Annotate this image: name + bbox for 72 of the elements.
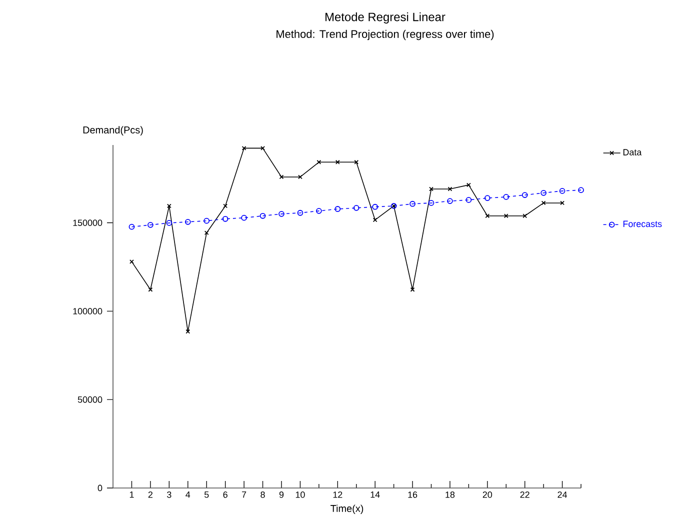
point (334, 206, 341, 212)
point (429, 186, 434, 192)
y-tick-label: 0 (98, 484, 102, 492)
point (354, 160, 359, 164)
point (503, 194, 510, 200)
x-tick-label: 9 (279, 492, 284, 498)
point (504, 214, 508, 218)
point (316, 160, 322, 164)
point (297, 210, 304, 216)
point (522, 214, 528, 218)
x-tick-label: 10 (296, 492, 305, 498)
point (466, 182, 471, 188)
chart-title: Metode Regresi Linear (326, 12, 446, 24)
point (279, 174, 284, 180)
point (166, 204, 172, 208)
point (278, 210, 284, 217)
x-tick-label: 1 (130, 492, 134, 498)
point (485, 214, 490, 218)
point (298, 174, 302, 180)
x-tick-label: 8 (260, 492, 265, 498)
point (447, 198, 453, 204)
x-tick-label: 18 (446, 492, 455, 498)
x-tick-label: 5 (204, 492, 209, 498)
point (541, 200, 546, 206)
point (241, 214, 247, 221)
x-tick-label: 7 (242, 492, 246, 498)
point (186, 329, 190, 334)
point (260, 146, 265, 150)
x-axis-title: Time(x) (330, 504, 364, 514)
legend-label: Forecasts (623, 220, 662, 228)
y-tick-label: 50000 (78, 396, 102, 403)
x-tick-label: 20 (482, 492, 492, 498)
chart-subtitle: Method: Trend Projection (regress over time) (276, 30, 494, 40)
point (242, 146, 246, 150)
point (484, 195, 490, 201)
point (148, 287, 153, 292)
y-tick-label: 100000 (73, 308, 102, 314)
point (128, 224, 135, 230)
point (316, 208, 322, 214)
x-tick-label: 22 (520, 492, 530, 498)
legend-label: Data (623, 149, 642, 156)
x-tick-label: 16 (408, 492, 418, 498)
x-tick-label: 14 (370, 492, 380, 498)
point (448, 186, 452, 192)
point (559, 188, 566, 194)
point (148, 222, 154, 228)
point (222, 216, 228, 222)
point (204, 218, 210, 224)
point (466, 197, 472, 203)
x-tick-label: 24 (558, 492, 568, 498)
x-tick-label: 4 (186, 492, 190, 498)
point (522, 192, 528, 198)
point (335, 160, 340, 164)
point (428, 200, 434, 206)
x-tick-label: 3 (167, 492, 172, 498)
point (540, 190, 547, 196)
point (410, 200, 416, 207)
point (578, 187, 584, 194)
x-tick-label: 6 (223, 492, 228, 498)
point (353, 204, 360, 211)
point (372, 204, 378, 210)
x-tick-label: 12 (333, 492, 342, 498)
point (204, 230, 209, 236)
point (223, 204, 228, 208)
point (166, 220, 172, 226)
point (260, 212, 266, 219)
point (372, 218, 378, 222)
y-axis-title: Demand(Pcs) (83, 126, 143, 136)
y-tick-label: 150000 (73, 220, 102, 226)
point (410, 287, 415, 292)
point (184, 218, 191, 225)
x-tick-label: 2 (148, 492, 152, 498)
